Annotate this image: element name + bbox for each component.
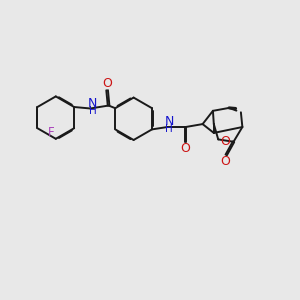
Text: O: O — [181, 142, 190, 155]
Text: O: O — [220, 155, 230, 168]
Text: H: H — [165, 124, 173, 134]
Text: N: N — [164, 115, 174, 128]
Text: N: N — [88, 97, 98, 110]
Text: O: O — [102, 77, 112, 90]
Text: H: H — [89, 106, 97, 116]
Text: O: O — [220, 135, 230, 148]
Text: F: F — [48, 126, 55, 139]
